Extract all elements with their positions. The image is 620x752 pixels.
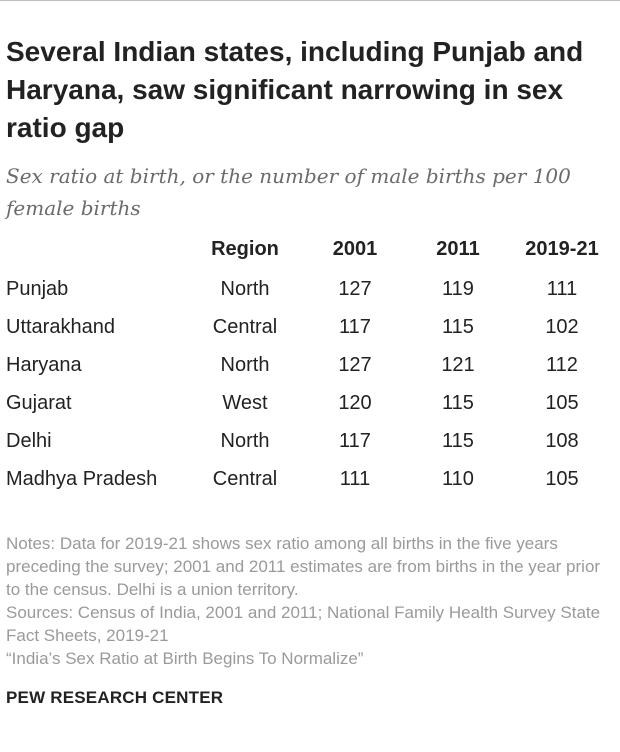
cell-2001: 120 <box>338 392 372 414</box>
header-2001: 2001 <box>332 238 378 260</box>
table-header-row: Region 2001 2011 2019-21 <box>0 230 620 270</box>
cell-2019-21: 105 <box>545 468 579 490</box>
cell-2001: 127 <box>338 354 372 376</box>
cell-region: West <box>222 392 268 414</box>
header-2019-21: 2019-21 <box>525 238 599 260</box>
report-title-text: “India’s Sex Ratio at Birth Begins To No… <box>6 649 364 668</box>
cell-2001: 117 <box>339 316 371 338</box>
cell-2011: 115 <box>442 430 474 452</box>
table-row: Haryana North 127 121 112 <box>0 346 620 384</box>
cell-2001: 127 <box>338 278 372 300</box>
cell-2019-21: 105 <box>545 392 579 414</box>
cell-2019-21: 102 <box>545 316 579 338</box>
cell-region: Central <box>212 316 278 338</box>
notes-text: Notes: Data for 2019-21 shows sex ratio … <box>6 534 601 599</box>
cell-2011: 119 <box>442 278 474 300</box>
cell-region: North <box>220 430 270 452</box>
table-row: Gujarat West 120 115 105 <box>0 384 620 422</box>
cell-state: Haryana <box>6 354 82 376</box>
table-row: Delhi North 117 115 108 <box>0 422 620 460</box>
cell-region: Central <box>212 468 278 490</box>
cell-state: Gujarat <box>6 392 72 414</box>
notes-block: Notes: Data for 2019-21 shows sex ratio … <box>6 532 612 670</box>
top-divider <box>0 0 620 1</box>
chart-title: Several Indian states, including Punjab … <box>6 36 584 143</box>
cell-region: North <box>220 278 270 300</box>
brand-logo-text: PEW RESEARCH CENTER <box>6 688 224 707</box>
table-row: Punjab North 127 119 111 <box>0 270 620 308</box>
cell-2019-21: 108 <box>545 430 579 452</box>
table-row: Madhya Pradesh Central 111 110 105 <box>0 460 620 498</box>
header-2011: 2011 <box>436 238 480 260</box>
cell-state: Madhya Pradesh <box>6 468 158 490</box>
cell-2011: 110 <box>442 468 474 490</box>
cell-2011: 115 <box>442 392 474 414</box>
table-row: Uttarakhand Central 117 115 102 <box>0 308 620 346</box>
cell-2011: 121 <box>441 354 475 376</box>
cell-2019-21: 111 <box>546 278 578 300</box>
header-region: Region <box>211 238 279 260</box>
cell-state: Delhi <box>6 430 52 452</box>
cell-region: North <box>220 354 270 376</box>
chart-subtitle: Sex ratio at birth, or the number of mal… <box>6 164 571 220</box>
cell-2011: 115 <box>442 316 474 338</box>
cell-2001: 111 <box>339 468 371 490</box>
cell-state: Uttarakhand <box>6 316 115 338</box>
data-table: Region 2001 2011 2019-21 Punjab North 127 1… <box>0 230 620 498</box>
table-body: Punjab North 127 119 111 Uttarakhand Central 11… <box>0 270 620 498</box>
cell-2001: 117 <box>339 430 371 452</box>
sources-text: Sources: Census of India, 2001 and 2011;… <box>6 603 601 645</box>
cell-2019-21: 112 <box>546 354 578 376</box>
cell-state: Punjab <box>6 278 69 300</box>
